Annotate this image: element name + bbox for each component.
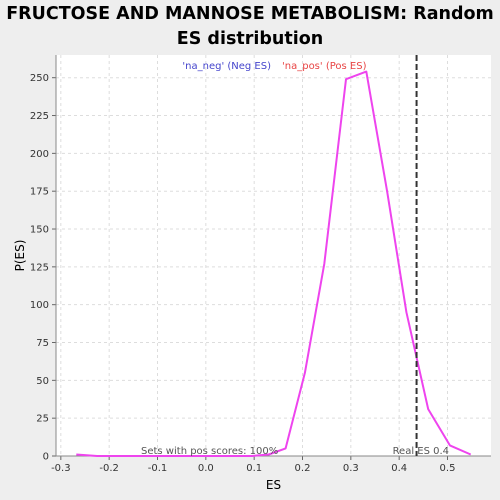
x-tick-label: 0.0 xyxy=(198,463,214,474)
y-tick-label: 150 xyxy=(30,225,49,236)
legend-entry-neg: 'na_neg' (Neg ES) xyxy=(182,61,271,72)
y-tick-label: 175 xyxy=(30,187,49,198)
y-tick-label: 50 xyxy=(36,376,49,387)
series-line-pos-es xyxy=(76,70,472,457)
x-tick-label: 0.1 xyxy=(246,463,262,474)
x-tick-label: -0.3 xyxy=(51,463,71,474)
y-tick-label: 125 xyxy=(30,262,49,273)
axes: -0.3 -0.2 -0.1 0.0 0.1 0.2 0.3 0.4 0.5 0 25 50 75 100… xyxy=(30,55,491,474)
x-tick-label: 0.5 xyxy=(440,463,456,474)
x-tick-label: -0.2 xyxy=(99,463,119,474)
y-tick-label: 225 xyxy=(30,111,49,122)
series-layer xyxy=(76,70,472,457)
pos-scores-annotation: Sets with pos scores: 100% xyxy=(141,446,278,457)
y-tick-label: 75 xyxy=(36,338,49,349)
y-tick-label: 25 xyxy=(36,414,49,425)
y-axis-label: P(ES) xyxy=(13,240,27,272)
x-tick-label: 0.4 xyxy=(391,463,407,474)
legend-entry-pos: 'na_pos' (Pos ES) xyxy=(282,61,367,72)
y-tick-label: 250 xyxy=(30,73,49,84)
y-tick-label: 0 xyxy=(43,452,49,463)
x-tick-label: 0.3 xyxy=(343,463,359,474)
x-tick-label: -0.1 xyxy=(148,463,168,474)
x-axis-label: ES xyxy=(266,478,281,492)
plot-area xyxy=(56,55,491,456)
real-es-label: Real ES 0.4 xyxy=(393,446,449,457)
y-tick-label: 100 xyxy=(30,300,49,311)
chart-title: FRUCTOSE AND MANNOSE METABOLISM: Random … xyxy=(6,4,494,49)
x-tick-label: 0.2 xyxy=(295,463,311,474)
y-tick-label: 200 xyxy=(30,149,49,160)
